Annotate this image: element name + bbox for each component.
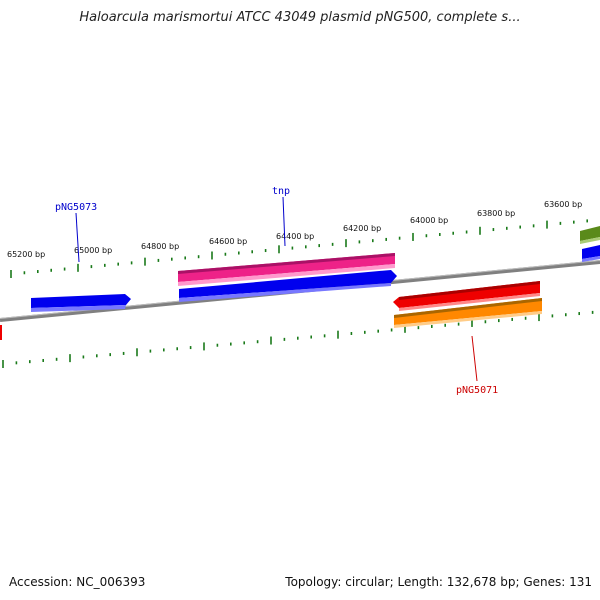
- gene-label-tnp[interactable]: tnp: [272, 186, 290, 247]
- gene-feature-left-blue[interactable]: [31, 294, 131, 312]
- gene-feature-tnp-pink[interactable]: [178, 253, 395, 286]
- tick-label: 65000 bp: [74, 246, 112, 255]
- tick-label: 63600 bp: [544, 200, 582, 209]
- gene-feature-left-red-edge[interactable]: [0, 325, 2, 340]
- map-title: Haloarcula marismortui ATCC 43049 plasmi…: [79, 10, 521, 25]
- gene-label-text: pNG5073: [55, 202, 97, 213]
- gene-feature-olive[interactable]: [580, 226, 600, 244]
- tick-label: 64400 bp: [276, 232, 314, 241]
- tick-label: 64200 bp: [343, 224, 381, 233]
- gene-label-text: tnp: [272, 186, 290, 197]
- tick-label: 64000 bp: [410, 216, 448, 225]
- accession-text: Accession: NC_006393: [9, 575, 146, 589]
- gene-label-pNG5073[interactable]: pNG5073: [55, 202, 97, 263]
- tick-label: 65200 bp: [7, 250, 45, 259]
- tick-labels: 65200 bp 65000 bp 64800 bp 64600 bp 6440…: [7, 200, 582, 259]
- tick-label: 64800 bp: [141, 242, 179, 251]
- gene-feature-red[interactable]: [393, 281, 540, 311]
- tick-row-upper: [10, 219, 589, 278]
- gene-feature-orange[interactable]: [394, 298, 542, 328]
- tick-row-lower: [2, 310, 594, 368]
- gene-label-pNG5071[interactable]: pNG5071: [456, 335, 498, 396]
- gene-label-text: pNG5071: [456, 385, 498, 396]
- topology-stats-text: Topology: circular; Length: 132,678 bp; …: [285, 575, 592, 589]
- tick-label: 63800 bp: [477, 209, 515, 218]
- tick-label: 64600 bp: [209, 237, 247, 246]
- gene-feature-tnp-blue[interactable]: [179, 270, 397, 302]
- gene-feature-right-blue[interactable]: [582, 245, 600, 262]
